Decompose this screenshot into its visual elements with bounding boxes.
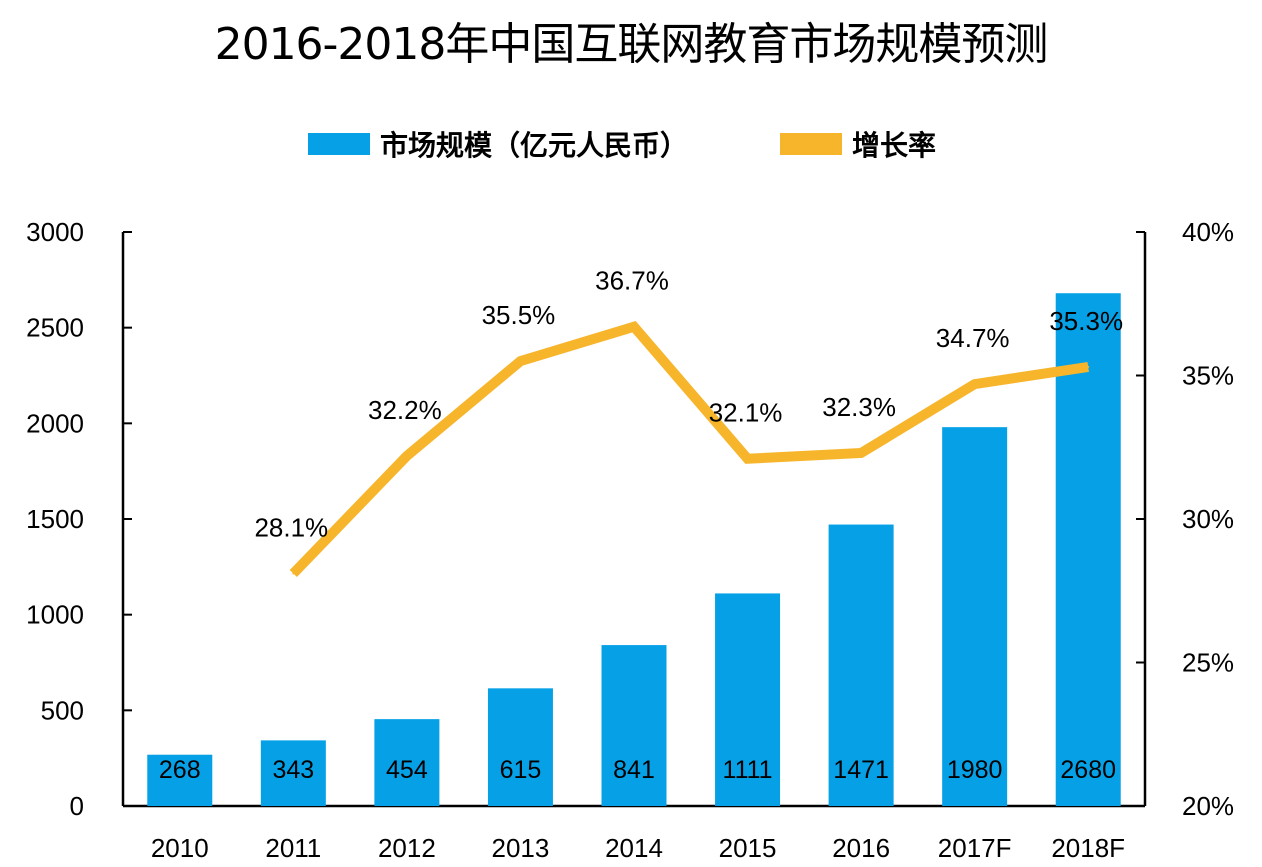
line-data-label: 36.7% (595, 266, 669, 296)
growth-rate-point (860, 451, 863, 454)
legend-item-market-size: 市场规模（亿元人民币） (308, 122, 688, 166)
bar (828, 524, 894, 806)
y-left-tick-label: 2000 (26, 408, 84, 438)
y-left-tick-label: 2500 (26, 313, 84, 343)
y-left-tick-label: 500 (41, 695, 84, 725)
growth-rate-point (633, 325, 635, 328)
bar-data-label: 841 (613, 756, 655, 784)
bar (715, 593, 781, 806)
growth-rate-point (519, 360, 522, 363)
bar-data-label: 268 (159, 756, 201, 784)
bar (487, 688, 553, 806)
bar-data-label: 2680 (1060, 756, 1116, 784)
legend-item-growth-rate: 增长率 (780, 122, 936, 166)
y-left-tick-label: 3000 (26, 217, 84, 247)
x-tick-label: 2014 (605, 833, 663, 863)
line-data-label: 28.1% (254, 513, 328, 543)
legend-swatch-line (780, 133, 842, 155)
legend-label-growth-rate: 增长率 (852, 129, 937, 162)
x-tick-label: 2015 (719, 833, 777, 863)
bar-data-label: 1471 (833, 756, 889, 784)
bar (260, 740, 326, 806)
bar (374, 719, 440, 806)
bar-data-label: 454 (386, 756, 428, 784)
x-tick-label: 2012 (378, 833, 436, 863)
x-tick-label: 2013 (492, 833, 550, 863)
bar-data-label: 1980 (947, 756, 1003, 784)
line-data-label: 32.1% (709, 398, 783, 428)
bar (1055, 293, 1121, 806)
growth-rate-point (405, 454, 408, 457)
y-left-tick-label: 0 (70, 791, 84, 821)
y-right-tick-label: 40% (1182, 217, 1234, 247)
line-data-label: 32.3% (822, 392, 896, 422)
x-tick-label: 2016 (832, 833, 890, 863)
bar-data-label: 343 (272, 756, 314, 784)
chart-title: 2016-2018年中国互联网教育市场规模预测 (214, 19, 1049, 70)
y-right-tick-label: 25% (1182, 648, 1234, 678)
y-left-tick-label: 1500 (26, 504, 84, 534)
growth-rate-point (746, 457, 749, 460)
bar-data-label: 1111 (723, 756, 773, 784)
growth-rate-point (973, 383, 976, 386)
bar (601, 645, 667, 806)
legend-label-market-size: 市场规模（亿元人民币） (380, 129, 689, 162)
growth-rate-line (289, 320, 1089, 578)
growth-rate-point (292, 572, 295, 575)
line-data-label: 35.5% (482, 300, 556, 330)
y-right-tick-label: 35% (1182, 361, 1234, 391)
bar (942, 427, 1008, 806)
x-tick-label: 2011 (265, 833, 321, 863)
y-right-tick-label: 20% (1182, 791, 1234, 821)
bar-data-label: 615 (500, 756, 542, 784)
x-tick-label: 2018F (1051, 833, 1125, 863)
growth-rate-point (1087, 365, 1090, 368)
line-data-label: 32.2% (368, 395, 442, 425)
line-data-label: 34.7% (936, 323, 1010, 353)
y-left-tick-label: 1000 (26, 600, 84, 630)
bar (147, 754, 213, 806)
x-tick-label: 2017F (938, 833, 1012, 863)
line-data-label: 35.3% (1049, 306, 1123, 336)
legend-swatch-bar (308, 133, 370, 155)
legend: 市场规模（亿元人民币） 增长率 (0, 122, 1262, 166)
x-tick-label: 2010 (151, 833, 209, 863)
y-right-tick-label: 30% (1182, 504, 1234, 534)
